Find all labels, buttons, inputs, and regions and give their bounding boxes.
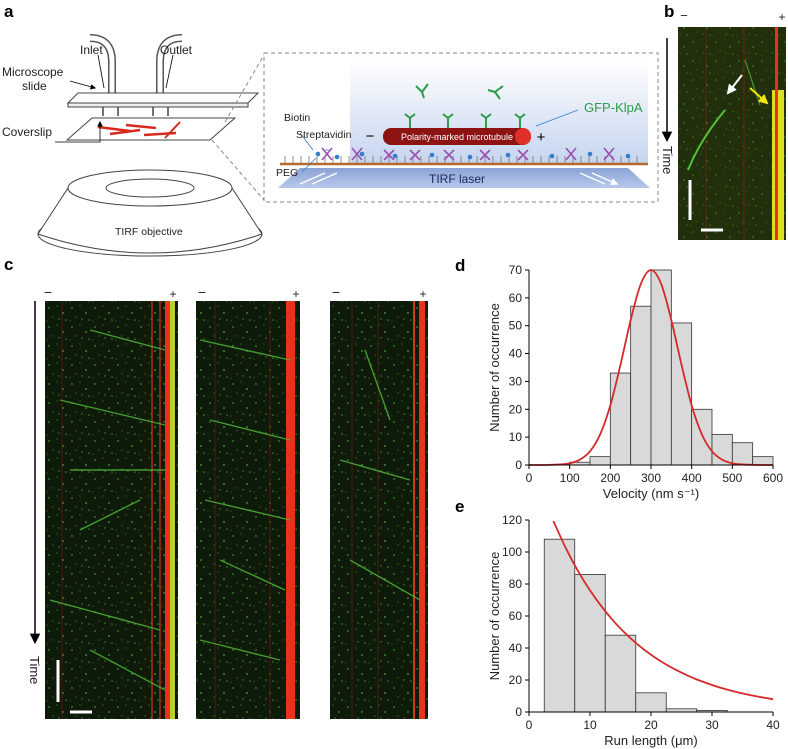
label: Outlet bbox=[160, 43, 193, 57]
x-tick-label: 600 bbox=[763, 471, 783, 485]
label: GFP-KlpA bbox=[584, 100, 643, 115]
y-tick-label: 30 bbox=[509, 374, 523, 388]
kymograph bbox=[661, 27, 786, 240]
end-label: − bbox=[332, 284, 340, 300]
y-tick-label: 70 bbox=[509, 263, 523, 277]
x-tick-label: 500 bbox=[722, 471, 742, 485]
x-tick-label: 300 bbox=[641, 471, 661, 485]
y-tick-label: 0 bbox=[515, 458, 522, 472]
x-tick-label: 200 bbox=[600, 471, 620, 485]
kymographs bbox=[29, 301, 428, 719]
histogram-bar bbox=[543, 538, 576, 713]
x-tick-label: 40 bbox=[766, 718, 780, 732]
histogram-bar bbox=[630, 305, 652, 466]
label: + bbox=[537, 129, 546, 146]
y-tick-label: 40 bbox=[509, 347, 523, 361]
x-axis-label: Run length (μm) bbox=[604, 733, 697, 748]
y-tick-label: 40 bbox=[509, 641, 523, 655]
label: Inlet bbox=[80, 43, 103, 57]
y-tick-label: 10 bbox=[509, 430, 523, 444]
y-tick-label: 20 bbox=[509, 402, 523, 416]
end-label: + bbox=[419, 287, 426, 301]
end-label: − bbox=[680, 8, 688, 23]
x-tick-label: 0 bbox=[526, 718, 533, 732]
y-tick-label: 80 bbox=[509, 577, 523, 591]
label: Polarity-marked microtubule bbox=[401, 132, 513, 142]
end-label: − bbox=[198, 284, 206, 300]
histogram-bar bbox=[604, 634, 637, 713]
x-tick-label: 20 bbox=[644, 718, 658, 732]
histogram-bar bbox=[731, 442, 754, 466]
label: − bbox=[366, 128, 375, 145]
end-label: + bbox=[292, 287, 299, 301]
x-tick-label: 10 bbox=[583, 718, 597, 732]
y-tick-label: 100 bbox=[502, 545, 522, 559]
y-tick-label: 120 bbox=[502, 513, 522, 527]
panel-label: a bbox=[4, 2, 14, 21]
label: Microscope bbox=[2, 65, 64, 79]
y-tick-label: 60 bbox=[509, 609, 523, 623]
y-axis-label: Number of occurrence bbox=[487, 303, 502, 432]
y-tick-label: 60 bbox=[509, 291, 523, 305]
label: PEG bbox=[276, 167, 298, 179]
surface-inset bbox=[263, 52, 659, 203]
panel-label: e bbox=[455, 497, 464, 516]
fit-curve bbox=[552, 520, 774, 701]
flow-chamber bbox=[37, 34, 265, 257]
label: TIRF laser bbox=[429, 172, 485, 186]
label: slide bbox=[22, 79, 47, 93]
fit-curve bbox=[528, 269, 774, 466]
x-tick-label: 400 bbox=[682, 471, 702, 485]
histogram-bar bbox=[609, 372, 632, 466]
time-label: Time bbox=[660, 146, 675, 174]
histogram-bar bbox=[635, 692, 667, 713]
y-tick-label: 0 bbox=[515, 705, 522, 719]
x-tick-label: 30 bbox=[705, 718, 719, 732]
y-tick-label: 50 bbox=[509, 319, 523, 333]
panel-label: d bbox=[455, 256, 465, 275]
label: Biotin bbox=[284, 112, 310, 124]
end-label: − bbox=[44, 284, 52, 300]
x-tick-label: 100 bbox=[560, 471, 580, 485]
histogram-bar bbox=[574, 574, 606, 713]
end-label: + bbox=[169, 287, 176, 301]
y-tick-label: 20 bbox=[509, 673, 523, 687]
histogram-bar bbox=[752, 456, 774, 466]
end-label: + bbox=[778, 10, 785, 24]
histogram-bar bbox=[650, 269, 672, 466]
panel-label: c bbox=[4, 255, 13, 274]
label: Coverslip bbox=[2, 125, 52, 139]
panel-label: b bbox=[664, 2, 674, 21]
label: Streptavidin bbox=[296, 129, 352, 141]
x-axis-label: Velocity (nm s⁻¹) bbox=[603, 486, 699, 501]
label: TIRF objective bbox=[115, 226, 183, 238]
x-tick-label: 0 bbox=[526, 471, 533, 485]
time-label: Time bbox=[27, 656, 42, 684]
histogram-bar bbox=[589, 456, 611, 466]
y-axis-label: Number of occurrence bbox=[487, 552, 502, 681]
